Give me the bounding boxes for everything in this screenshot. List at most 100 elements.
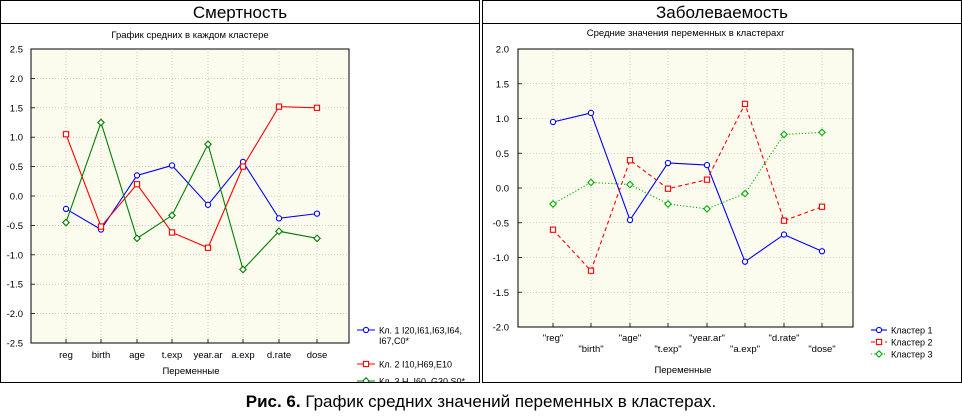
mortality-chart: График средних в каждом кластере -2.5 -2.0… bbox=[7, 30, 466, 383]
y-tick-label: 2.5 bbox=[10, 45, 23, 56]
legend-marker bbox=[875, 350, 883, 358]
data-point bbox=[626, 157, 634, 164]
series-line bbox=[552, 112, 823, 263]
x-axis-label: Переменные bbox=[654, 365, 711, 376]
data-point bbox=[97, 223, 105, 230]
legend-label: Кластер 1 bbox=[891, 326, 933, 336]
data-point bbox=[549, 118, 557, 126]
x-tick-label: "d.rate" bbox=[768, 333, 799, 344]
morbidity-panel: Заболеваемость Средние значения переменн… bbox=[482, 0, 962, 383]
data-point bbox=[313, 104, 321, 111]
data-point bbox=[313, 234, 321, 243]
legend-label-cont: I67,C0* bbox=[379, 336, 410, 346]
data-point bbox=[703, 204, 711, 213]
figure-caption: Рис. 6. График средних значений переменн… bbox=[0, 391, 962, 413]
data-point bbox=[818, 248, 826, 255]
y-tick-label: -1.5 bbox=[7, 280, 23, 291]
series-3 bbox=[62, 118, 321, 274]
x-tick-label: "dose" bbox=[808, 344, 835, 355]
panel-title: Смертность bbox=[1, 1, 479, 24]
data-point bbox=[703, 161, 711, 169]
data-point bbox=[62, 131, 70, 138]
data-point bbox=[587, 267, 595, 274]
legend-marker bbox=[875, 326, 883, 334]
legend-marker bbox=[362, 360, 370, 368]
y-tick-label: -2.5 bbox=[7, 339, 23, 350]
data-point bbox=[587, 109, 595, 117]
data-point bbox=[780, 217, 788, 224]
y-tick-label: -1.0 bbox=[7, 250, 23, 261]
x-tick-label: "birth" bbox=[578, 344, 603, 355]
x-tick-label: birth bbox=[92, 350, 110, 361]
panel-title: Заболеваемость bbox=[483, 1, 961, 24]
data-point bbox=[62, 218, 70, 227]
x-tick-label: t.exp bbox=[162, 350, 183, 361]
data-point bbox=[239, 163, 247, 170]
series-3 bbox=[549, 128, 826, 213]
legend-label: Кл. 2 I10,H69,E10 bbox=[379, 360, 452, 370]
x-tick-label: "a.exp" bbox=[730, 344, 760, 355]
data-point bbox=[818, 203, 826, 210]
data-point bbox=[741, 189, 749, 198]
x-tick-label: a.exp bbox=[231, 350, 254, 361]
y-tick-label: 2.0 bbox=[10, 74, 23, 85]
data-point bbox=[275, 103, 283, 110]
y-tick-label: 1.0 bbox=[496, 114, 509, 125]
y-tick-label: -0.5 bbox=[7, 221, 23, 232]
data-point bbox=[204, 140, 212, 149]
y-tick-label: -2.0 bbox=[493, 323, 509, 334]
legend: Кл. 1 I20,I61,I63,I64,I67,C0* Кл. 2 I10,H… bbox=[357, 326, 466, 383]
chart-title: Средние значения переменных в кластерахr bbox=[587, 28, 785, 39]
series-line bbox=[65, 106, 318, 249]
data-point bbox=[168, 229, 176, 236]
data-point bbox=[275, 215, 283, 222]
y-tick-label: 1.0 bbox=[10, 133, 23, 144]
x-tick-label: "t.exp" bbox=[654, 344, 681, 355]
x-tick-label: dose bbox=[307, 350, 328, 361]
legend-label: Кластер 3 bbox=[891, 350, 933, 360]
series-line bbox=[65, 160, 318, 231]
x-tick-label: reg bbox=[59, 350, 73, 361]
y-tick-label: 2.0 bbox=[496, 45, 509, 56]
y-tick-label: 0.0 bbox=[10, 192, 23, 203]
data-point bbox=[818, 128, 826, 137]
data-point bbox=[780, 130, 788, 139]
data-point bbox=[664, 159, 672, 167]
legend-marker bbox=[875, 338, 883, 346]
legend-label: Кластер 2 bbox=[891, 338, 933, 348]
legend-label: Кл. 3 H, I60, G30,S0* bbox=[379, 377, 466, 383]
x-tick-label: age bbox=[129, 350, 145, 361]
x-tick-label: year.ar bbox=[193, 350, 222, 361]
plot-area bbox=[517, 48, 854, 328]
chart-title: График средних в каждом кластере bbox=[111, 30, 268, 41]
data-point bbox=[97, 118, 105, 127]
caption-text: График средних значений переменных в кла… bbox=[300, 392, 717, 411]
mortality-panel: Смертность График средних в каждом класт… bbox=[0, 0, 480, 383]
data-point bbox=[626, 180, 634, 189]
data-point bbox=[62, 205, 70, 213]
data-point bbox=[549, 200, 557, 208]
data-point bbox=[313, 210, 321, 217]
series-line bbox=[552, 131, 823, 210]
y-tick-label: 1.5 bbox=[496, 79, 509, 90]
caption-label: Рис. 6. bbox=[245, 392, 301, 411]
y-tick-label: -1.5 bbox=[493, 288, 509, 299]
series-2 bbox=[549, 100, 826, 274]
x-axis-label: Переменные bbox=[162, 366, 219, 377]
legend-marker bbox=[362, 326, 370, 334]
legend-marker bbox=[362, 377, 370, 382]
series-1 bbox=[549, 109, 826, 265]
y-tick-label: -0.5 bbox=[493, 218, 509, 229]
x-tick-label: "year.ar" bbox=[689, 333, 725, 344]
x-tick-label: "reg" bbox=[543, 333, 563, 344]
data-point bbox=[133, 234, 141, 243]
data-point bbox=[664, 200, 672, 208]
data-point bbox=[741, 100, 749, 108]
data-point bbox=[626, 216, 634, 224]
y-tick-label: 0.5 bbox=[496, 149, 509, 160]
y-tick-label: -1.0 bbox=[493, 253, 509, 264]
legend: Кластер 1 Кластер 2 Кластер 3 bbox=[871, 326, 933, 360]
data-point bbox=[204, 201, 212, 208]
data-point bbox=[168, 211, 176, 220]
data-point bbox=[275, 227, 283, 236]
